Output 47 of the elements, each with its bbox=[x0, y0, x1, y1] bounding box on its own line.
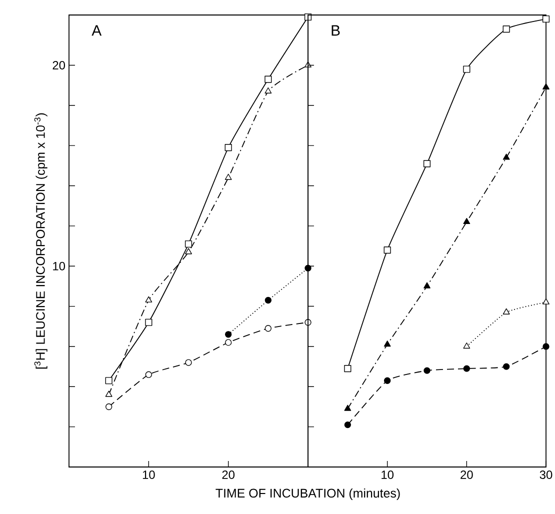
point bbox=[384, 377, 391, 384]
point bbox=[344, 404, 352, 411]
x-axis-title: TIME OF INCUBATION (minutes) bbox=[216, 488, 400, 500]
x-tick-label: 30 bbox=[540, 470, 552, 479]
point bbox=[344, 421, 352, 428]
y-axis-title: [$^{3}$H] LEUCINE INCORPORATION (cpm x 10$^{-3}$) bbox=[34, 113, 48, 369]
point bbox=[502, 154, 510, 160]
point bbox=[145, 318, 152, 326]
x-tick-label: 20 bbox=[460, 470, 473, 479]
point bbox=[264, 325, 272, 332]
point bbox=[225, 331, 232, 338]
point bbox=[344, 365, 352, 372]
point bbox=[463, 342, 470, 349]
point bbox=[542, 298, 550, 304]
point bbox=[264, 296, 272, 304]
point bbox=[145, 296, 152, 302]
point bbox=[384, 340, 391, 347]
point bbox=[542, 15, 550, 23]
point bbox=[463, 218, 470, 224]
point bbox=[184, 240, 192, 248]
x-tick-label: 10 bbox=[382, 470, 394, 479]
point bbox=[542, 343, 550, 350]
point bbox=[225, 339, 232, 346]
x-tick-label: 20 bbox=[222, 470, 235, 479]
point bbox=[542, 83, 550, 90]
point bbox=[423, 160, 431, 168]
point bbox=[502, 26, 510, 33]
point bbox=[424, 282, 430, 288]
point bbox=[224, 144, 232, 152]
point bbox=[264, 87, 272, 94]
point bbox=[224, 174, 232, 180]
point bbox=[105, 403, 112, 410]
point bbox=[502, 308, 510, 314]
point bbox=[105, 390, 112, 397]
point bbox=[503, 363, 510, 370]
point bbox=[463, 66, 470, 73]
point bbox=[384, 246, 391, 254]
point bbox=[185, 248, 192, 254]
point bbox=[264, 76, 272, 83]
point bbox=[145, 371, 152, 378]
point bbox=[105, 377, 112, 384]
annotation: B bbox=[332, 25, 340, 36]
point bbox=[424, 367, 430, 374]
point bbox=[185, 359, 192, 366]
annotation: A bbox=[92, 25, 102, 36]
point bbox=[463, 365, 470, 372]
x-tick-label: 10 bbox=[142, 470, 155, 479]
